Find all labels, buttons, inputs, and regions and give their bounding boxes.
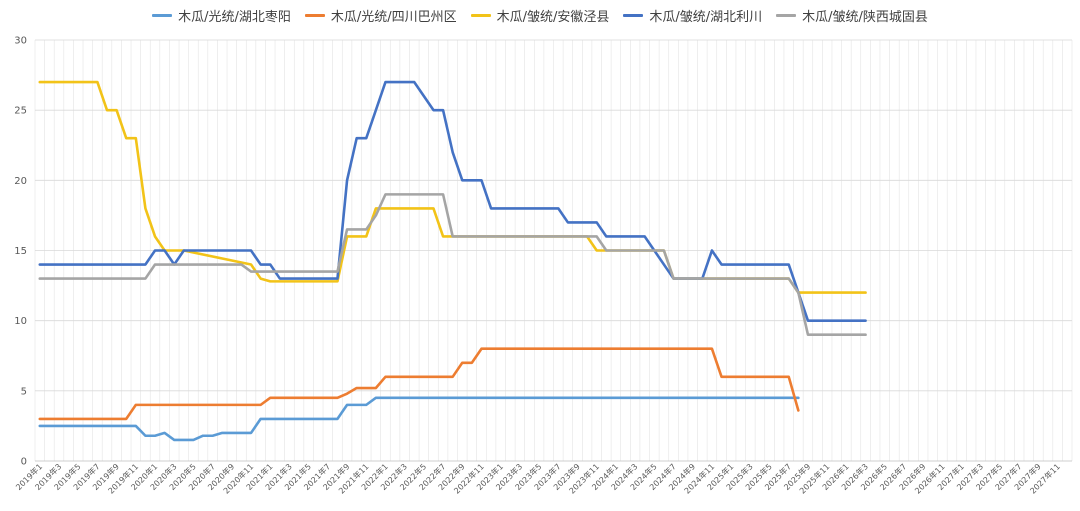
series-line-1 — [38, 396, 800, 442]
y-tick-label: 20 — [14, 176, 27, 187]
series-line-3 — [38, 80, 867, 294]
legend-label: 木瓜/皱统/安徽泾县 — [496, 10, 610, 25]
y-tick-label: 30 — [14, 36, 27, 47]
legend-item-4: 木瓜/皱统/湖北利川 — [623, 6, 762, 25]
y-tick-label: 5 — [21, 386, 27, 397]
y-tick-label: 15 — [14, 246, 27, 257]
legend-label: 木瓜/光统/四川巴州区 — [330, 10, 457, 25]
legend-swatch — [776, 14, 797, 17]
x-axis-labels: 2019年12019年32019年52019年72019年92019年11202… — [13, 461, 1062, 495]
series-line-5 — [38, 193, 867, 337]
legend-swatch — [623, 14, 644, 17]
legend-label: 木瓜/皱统/湖北利川 — [649, 10, 763, 25]
series-line-2 — [38, 347, 800, 421]
y-tick-label: 10 — [14, 316, 27, 327]
legend: 木瓜/光统/湖北枣阳 木瓜/光统/四川巴州区 木瓜/皱统/安徽泾县 木瓜/皱统/湖北利… — [0, 6, 1080, 25]
legend-item-3: 木瓜/皱统/安徽泾县 — [470, 6, 610, 25]
series-line-4 — [38, 80, 867, 322]
legend-swatch — [152, 14, 173, 17]
legend-swatch — [470, 14, 491, 17]
legend-label: 木瓜/光统/湖北枣阳 — [178, 10, 291, 25]
legend-item-2: 木瓜/光统/四川巴州区 — [304, 6, 457, 25]
legend-swatch — [304, 14, 325, 17]
y-tick-label: 25 — [14, 106, 27, 117]
legend-item-1: 木瓜/光统/湖北枣阳 — [152, 6, 291, 25]
y-tick-label: 0 — [21, 457, 27, 468]
legend-item-5: 木瓜/皱统/陕西城固县 — [776, 6, 928, 25]
legend-label: 木瓜/皱统/陕西城固县 — [802, 10, 928, 25]
